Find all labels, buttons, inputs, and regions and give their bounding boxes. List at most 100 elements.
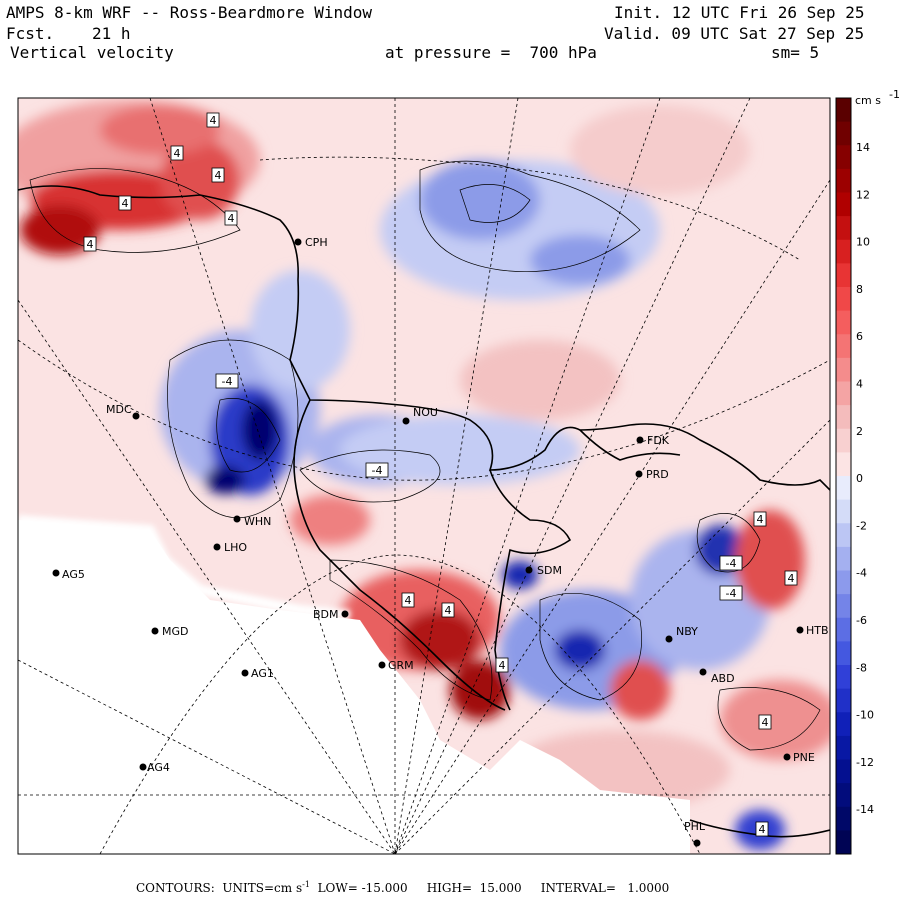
contour-label: 4	[215, 169, 222, 182]
contour-label-group: 4 4 4 4 4 4 4 -4 -4 -4 -4 4 4 4 4 4 4	[83, 112, 798, 837]
colorbar-tick-label: 4	[856, 378, 863, 391]
contour-label: 4	[445, 604, 452, 617]
coastline	[18, 185, 830, 838]
station-marker	[635, 470, 643, 478]
init-time: Init. 12 UTC Fri 26 Sep 25	[614, 3, 865, 22]
station-label: MGD	[162, 625, 189, 638]
colorbar-segment	[836, 594, 851, 619]
colorbar-segment	[836, 617, 851, 642]
valid-time: Valid. 09 UTC Sat 27 Sep 25	[604, 24, 865, 43]
contour-label: 4	[499, 659, 506, 672]
colorbar-tick-label: -14	[856, 803, 874, 816]
contour-label: 4	[757, 513, 764, 526]
colorbar-tick-label: -8	[856, 661, 867, 674]
station-label: AG1	[251, 667, 274, 680]
colorbar-segment	[836, 310, 851, 335]
vertical-velocity-field	[18, 100, 830, 850]
colorbar-segment	[836, 381, 851, 406]
colorbar-units: cm s	[855, 94, 881, 107]
station-label: LHO	[224, 541, 247, 554]
station-label: AG5	[62, 568, 85, 581]
station-label: SDM	[537, 564, 562, 577]
colorbar-tick-label: -6	[856, 614, 867, 627]
colorbar-tick-label: 14	[856, 141, 870, 154]
colorbar-segment	[836, 476, 851, 501]
footer-interval: INTERVAL= 1.0000	[540, 881, 670, 895]
station-label: PHL	[684, 820, 706, 833]
station-marker	[378, 661, 386, 669]
colorbar-segment	[836, 145, 851, 170]
contour-label: 4	[759, 823, 766, 836]
colorbar-segment	[836, 783, 851, 808]
colorbar-tick-label: 10	[856, 236, 870, 249]
station-marker	[132, 412, 140, 420]
contour-lines	[29, 160, 821, 751]
station-marker	[213, 543, 221, 551]
station-marker	[151, 627, 159, 635]
colorbar-segment	[836, 641, 851, 666]
colorbar-units-exp: -1	[889, 88, 900, 101]
station-marker	[525, 566, 533, 574]
colorbar-segment	[836, 688, 851, 713]
station-marker	[233, 515, 241, 523]
station-label: PNE	[793, 751, 815, 764]
footer-contours: CONTOURS:	[136, 881, 215, 895]
footer-high: HIGH= 15.000	[426, 881, 522, 895]
colorbar-segment	[836, 735, 851, 760]
colorbar-tick-label: 6	[856, 330, 863, 343]
station-label: WHN	[244, 515, 271, 528]
colorbar-segment	[836, 499, 851, 524]
graticule	[18, 98, 830, 854]
colorbar-segment	[836, 759, 851, 784]
station-marker	[402, 417, 410, 425]
colorbar-frame	[835, 97, 852, 855]
colorbar-segment	[836, 263, 851, 288]
no-data-region	[18, 520, 690, 854]
colorbar-segment	[836, 665, 851, 690]
colorbar-segment	[836, 712, 851, 737]
station-marker	[636, 436, 644, 444]
colorbar-segment	[836, 121, 851, 146]
footer-units: UNITS=cm s	[222, 881, 303, 895]
station-label: ABD	[711, 672, 735, 685]
colorbar-segment	[836, 192, 851, 217]
colorbar-tick-label: 2	[856, 425, 863, 438]
station-marker	[139, 763, 147, 771]
contour-label: 4	[788, 572, 795, 585]
contour-label: -4	[372, 464, 383, 477]
contour-label: 4	[762, 716, 769, 729]
footer-low: LOW= -15.000	[317, 881, 408, 895]
colorbar-segment	[836, 523, 851, 548]
station-marker	[294, 238, 302, 246]
colorbar-segment	[836, 428, 851, 453]
footer-contour-info: CONTOURS: UNITS=cm s-1 LOW= -15.000 HIGH…	[136, 880, 669, 895]
colorbar-tick-label: 0	[856, 472, 863, 485]
colorbar-segment	[836, 405, 851, 430]
stations: CPH MDC NOU FDK PRD WHN LHO AG5 SDM BDM …	[52, 236, 829, 847]
forecast-hours: 21 h	[92, 24, 131, 43]
station-label: NOU	[413, 406, 438, 419]
smoothing: sm= 5	[771, 43, 820, 62]
station-label: FDK	[647, 434, 670, 447]
colorbar-tick-label: -4	[856, 567, 867, 580]
station-label: AG4	[147, 761, 170, 774]
station-marker	[693, 839, 701, 847]
contour-label: 4	[228, 212, 235, 225]
map-title: AMPS 8-km WRF -- Ross-Beardmore Window	[6, 3, 373, 22]
station-label: MDC	[106, 403, 132, 416]
station-label: BDM	[313, 608, 339, 621]
colorbar-segment	[836, 168, 851, 193]
field-name: Vertical velocity	[10, 43, 174, 62]
colorbar-tick-label: -10	[856, 709, 874, 722]
colorbar-tick-label: -12	[856, 756, 874, 769]
colorbar-segment	[836, 357, 851, 382]
contour-label: -4	[726, 587, 737, 600]
colorbar-segment	[836, 452, 851, 477]
forecast-label: Fcst.	[6, 24, 55, 43]
colorbar-segment	[836, 570, 851, 595]
contour-label: 4	[87, 238, 94, 251]
contour-label: 4	[210, 114, 217, 127]
footer-units-exp: -1	[302, 880, 310, 889]
colorbar-segment	[836, 216, 851, 241]
